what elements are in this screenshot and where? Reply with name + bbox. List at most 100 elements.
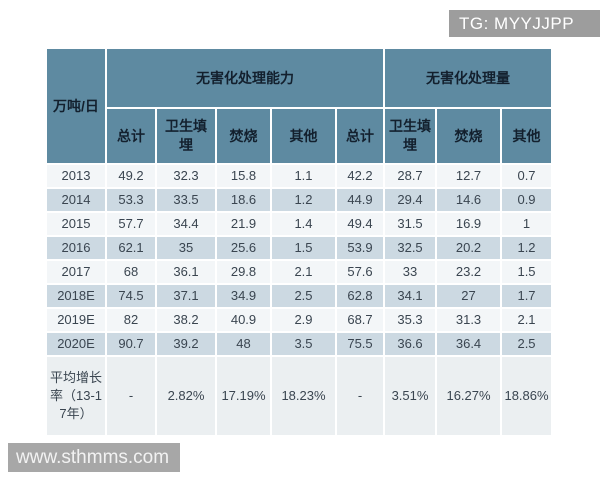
cell-value: 57.6	[337, 261, 384, 283]
group-header-capacity: 无害化处理能力	[107, 49, 384, 107]
sub-header-capacity-total: 总计	[107, 109, 155, 163]
cell-value: 49.2	[107, 165, 155, 187]
sub-header-volume-landfill: 卫生填埋	[385, 109, 436, 163]
cell-value: 28.7	[385, 165, 436, 187]
cell-value: 15.8	[217, 165, 270, 187]
cell-value: 18.6	[217, 189, 270, 211]
watermark: www.sthmms.com	[8, 443, 180, 472]
tg-badge: TG: MYYJJPP	[449, 10, 600, 37]
cell-value: 1.1	[272, 165, 335, 187]
cell-value: -	[337, 357, 384, 435]
cell-value: 3.51%	[385, 357, 436, 435]
cell-value: 29.8	[217, 261, 270, 283]
cell-value: 57.7	[107, 213, 155, 235]
sub-header-capacity-incineration: 焚烧	[217, 109, 270, 163]
cell-value: 34.4	[157, 213, 215, 235]
cell-value: 14.6	[437, 189, 501, 211]
cell-value: 1.4	[272, 213, 335, 235]
cell-value: 1.2	[272, 189, 335, 211]
table-row: 2018E 74.5 37.1 34.9 2.5 62.8 34.1 27 1.7	[47, 285, 552, 307]
cell-value: 40.9	[217, 309, 270, 331]
cell-value: 36.1	[157, 261, 215, 283]
sub-header-volume-incineration: 焚烧	[437, 109, 501, 163]
cell-value: 74.5	[107, 285, 155, 307]
table-header: 万吨/日 无害化处理能力 无害化处理量 总计 卫生填埋 焚烧 其他 总计 卫生填…	[47, 49, 552, 163]
cell-value: 1.7	[502, 285, 552, 307]
cell-value: 27	[437, 285, 501, 307]
cell-value: 3.5	[272, 333, 335, 355]
cell-value: 82	[107, 309, 155, 331]
cell-value: 53.9	[337, 237, 384, 259]
cell-value: 31.3	[437, 309, 501, 331]
cell-value: 0.9	[502, 189, 552, 211]
cell-value: 68.7	[337, 309, 384, 331]
cell-value: 12.7	[437, 165, 501, 187]
data-table: 万吨/日 无害化处理能力 无害化处理量 总计 卫生填埋 焚烧 其他 总计 卫生填…	[45, 47, 553, 437]
table-row: 2015 57.7 34.4 21.9 1.4 49.4 31.5 16.9 1	[47, 213, 552, 235]
cell-value: 25.6	[217, 237, 270, 259]
cell-value: 37.1	[157, 285, 215, 307]
cell-value: 31.5	[385, 213, 436, 235]
sub-header-volume-total: 总计	[337, 109, 384, 163]
table-row: 2017 68 36.1 29.8 2.1 57.6 33 23.2 1.5	[47, 261, 552, 283]
cell-value: 17.19%	[217, 357, 270, 435]
cell-value: 90.7	[107, 333, 155, 355]
cell-value: 21.9	[217, 213, 270, 235]
cell-value: 2.5	[502, 333, 552, 355]
cell-value: 2.1	[272, 261, 335, 283]
cell-value: 42.2	[337, 165, 384, 187]
cell-value: 29.4	[385, 189, 436, 211]
cell-value: 38.2	[157, 309, 215, 331]
cell-value: 44.9	[337, 189, 384, 211]
group-header-row: 万吨/日 无害化处理能力 无害化处理量	[47, 49, 552, 163]
row-label: 2019E	[47, 309, 105, 331]
cell-value: 2.5	[272, 285, 335, 307]
row-label: 2013	[47, 165, 105, 187]
cell-value: 53.3	[107, 189, 155, 211]
table-row: 2016 62.1 35 25.6 1.5 53.9 32.5 20.2 1.2	[47, 237, 552, 259]
cell-value: 35.3	[385, 309, 436, 331]
cell-value: 1	[502, 213, 552, 235]
cell-value: 16.27%	[437, 357, 501, 435]
cell-value: 33	[385, 261, 436, 283]
cell-value: 2.82%	[157, 357, 215, 435]
table-row: 2020E 90.7 39.2 48 3.5 75.5 36.6 36.4 2.5	[47, 333, 552, 355]
group-header-volume: 无害化处理量	[385, 49, 552, 107]
cell-value: -	[107, 357, 155, 435]
cell-value: 16.9	[437, 213, 501, 235]
row-label: 平均增长率（13-17年）	[47, 357, 105, 435]
cell-value: 18.23%	[272, 357, 335, 435]
cell-value: 18.86%	[502, 357, 552, 435]
cell-value: 34.9	[217, 285, 270, 307]
row-label: 2017	[47, 261, 105, 283]
cell-value: 23.2	[437, 261, 501, 283]
cell-value: 49.4	[337, 213, 384, 235]
table-row: 平均增长率（13-17年） -2.82% 17.19% 18.23% -3.51% 16.…	[47, 357, 552, 435]
row-label: 2018E	[47, 285, 105, 307]
cell-value: 2.1	[502, 309, 552, 331]
cell-value: 2.9	[272, 309, 335, 331]
table-row: 2014 53.3 33.5 18.6 1.2 44.9 29.4 14.6 0.9	[47, 189, 552, 211]
cell-value: 33.5	[157, 189, 215, 211]
table-body: 2013 49.2 32.3 15.8 1.1 42.2 28.7 12.7 0.7 2014 53…	[47, 165, 552, 435]
cell-value: 32.3	[157, 165, 215, 187]
cell-value: 1.5	[502, 261, 552, 283]
cell-value: 48	[217, 333, 270, 355]
cell-value: 39.2	[157, 333, 215, 355]
cell-value: 1.5	[272, 237, 335, 259]
sub-header-row: 总计 卫生填埋 焚烧 其他 总计 卫生填埋 焚烧 其他	[47, 109, 552, 163]
cell-value: 1.2	[502, 237, 552, 259]
cell-value: 32.5	[385, 237, 436, 259]
cell-value: 62.8	[337, 285, 384, 307]
corner-header-unit: 万吨/日	[47, 49, 105, 163]
row-label: 2015	[47, 213, 105, 235]
sub-header-capacity-landfill: 卫生填埋	[157, 109, 215, 163]
row-label: 2016	[47, 237, 105, 259]
cell-value: 20.2	[437, 237, 501, 259]
cell-value: 35	[157, 237, 215, 259]
row-label: 2014	[47, 189, 105, 211]
table-row: 2019E 82 38.2 40.9 2.9 68.7 35.3 31.3 2.1	[47, 309, 552, 331]
cell-value: 36.4	[437, 333, 501, 355]
cell-value: 62.1	[107, 237, 155, 259]
cell-value: 34.1	[385, 285, 436, 307]
